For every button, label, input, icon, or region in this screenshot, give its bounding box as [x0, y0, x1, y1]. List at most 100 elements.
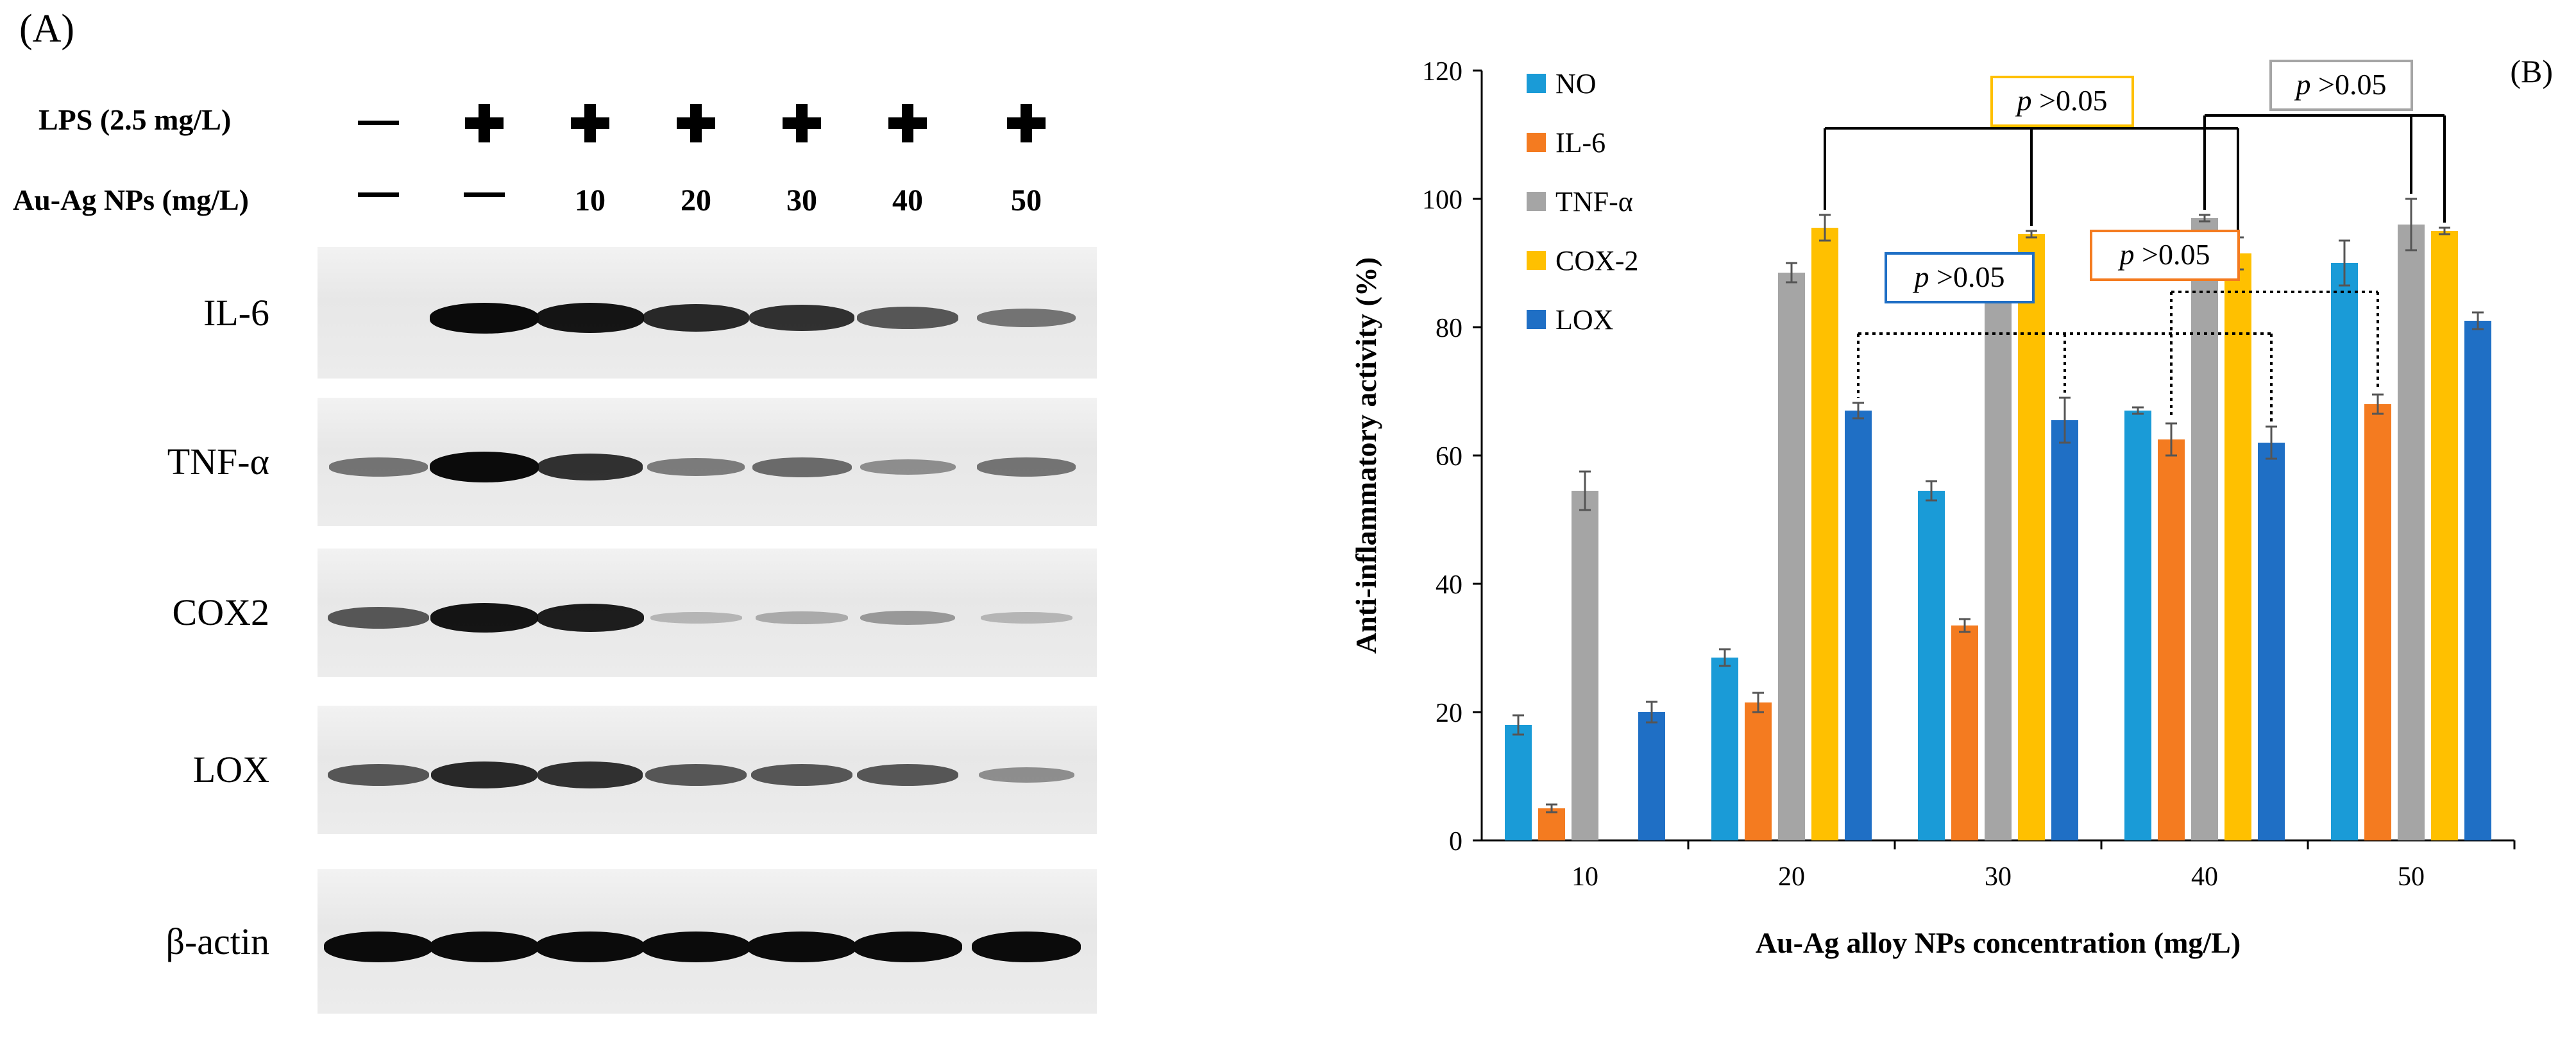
np-minus-sign	[464, 192, 505, 197]
bar-lox	[2464, 321, 2491, 840]
np-concentration-label: 30	[786, 183, 817, 217]
protein-band	[536, 603, 644, 633]
western-blot-panel: (A) LPS (2.5 mg/L) Au-Ag NPs (mg/L) 10 20…	[0, 0, 1123, 1035]
legend-swatch	[1527, 74, 1546, 93]
protein-band	[538, 761, 643, 788]
lps-plus-sign	[783, 104, 821, 142]
significance-label: p >0.05	[1913, 260, 2005, 293]
protein-band	[536, 931, 645, 962]
p-symbol: p	[2015, 84, 2032, 117]
protein-band	[430, 931, 539, 962]
significance-box	[1885, 252, 2035, 303]
protein-band	[645, 763, 747, 787]
np-concentration-label: 10	[575, 183, 606, 217]
bar-lox	[2051, 420, 2078, 840]
protein-band	[747, 931, 856, 962]
x-tick-label: 20	[1778, 862, 1805, 892]
bar-tnf-	[2398, 225, 2425, 840]
protein-band	[538, 454, 643, 481]
lps-plus-sign	[571, 104, 609, 142]
protein-band	[977, 308, 1076, 328]
legend-swatch	[1527, 251, 1546, 270]
protein-band	[328, 763, 429, 787]
bar-tnf-	[1985, 257, 2012, 840]
np-row-label: Au-Ag NPs (mg/L)	[13, 183, 249, 216]
bar-chart: 0 20 40 60 80 100 120 10 20 30 40 50 Au-Ag alloy NPs…	[1350, 53, 2553, 959]
p-threshold: >0.05	[2311, 68, 2387, 101]
x-tick-label: 10	[1572, 862, 1598, 892]
bar-cox-2	[2431, 231, 2458, 840]
bar-il-6	[2364, 404, 2391, 840]
p-threshold: >0.05	[1929, 260, 2005, 293]
x-tick-label: 30	[1985, 862, 2012, 892]
protein-band	[430, 302, 539, 334]
bar-no	[1505, 725, 1532, 840]
protein-band	[749, 304, 854, 332]
protein-band	[755, 611, 849, 624]
p-symbol: p	[2118, 238, 2135, 271]
bar-tnf-	[1778, 273, 1805, 840]
lps-row-label: LPS (2.5 mg/L)	[38, 103, 232, 136]
bar-lox	[1845, 411, 1872, 840]
protein-band	[980, 612, 1072, 624]
y-tick-label: 80	[1436, 314, 1462, 343]
lps-plus-sign	[677, 104, 715, 142]
np-concentration-label: 50	[1011, 183, 1042, 217]
legend-swatch	[1527, 192, 1546, 211]
y-tick-label: 120	[1422, 57, 1462, 87]
p-threshold: >0.05	[2032, 84, 2108, 117]
protein-band	[329, 457, 428, 477]
protein-band	[324, 931, 433, 962]
x-axis-title: Au-Ag alloy NPs concentration (mg/L)	[1756, 926, 2241, 959]
np-concentration-label: 40	[892, 183, 923, 217]
significance-label: p >0.05	[2015, 84, 2108, 117]
protein-band	[977, 457, 1076, 477]
p-symbol: p	[1913, 260, 1929, 293]
y-tick-label: 20	[1436, 699, 1462, 728]
bar-no	[2331, 263, 2358, 840]
y-axis-title: Anti-inflammatory activity (%)	[1350, 257, 1382, 654]
bar-lox	[1638, 712, 1665, 840]
legend-label: TNF-α	[1555, 186, 1633, 217]
significance-label: p >0.05	[2294, 68, 2387, 101]
np-minus-sign	[358, 192, 399, 197]
legend-label: NO	[1555, 68, 1597, 99]
legend-label: IL-6	[1555, 127, 1606, 158]
legend-swatch	[1527, 133, 1546, 152]
protein-band	[641, 931, 750, 962]
p-threshold: >0.05	[2135, 238, 2210, 271]
protein-band	[860, 459, 956, 475]
y-tick-label: 40	[1436, 570, 1462, 600]
protein-band	[430, 452, 539, 482]
bar-tnf-	[1572, 491, 1598, 840]
protein-band	[857, 307, 958, 329]
significance-box	[1990, 76, 2134, 127]
protein-band	[431, 761, 538, 789]
bar-no	[1918, 491, 1945, 840]
protein-band	[650, 612, 742, 624]
blot-label: IL-6	[203, 291, 269, 334]
bar-il-6	[2158, 439, 2185, 840]
protein-band	[328, 606, 429, 629]
protein-band	[857, 763, 958, 787]
lps-plus-sign	[1007, 104, 1046, 142]
y-tick-label: 100	[1422, 185, 1462, 215]
lps-plus-sign	[465, 104, 504, 142]
panel-b-letter: (B)	[2510, 53, 2553, 89]
legend-label: LOX	[1555, 304, 1613, 336]
bar-il-6	[1951, 625, 1978, 840]
blot-label: COX2	[172, 591, 269, 633]
bar-no	[1711, 658, 1738, 840]
protein-band	[643, 304, 749, 332]
y-tick-label: 60	[1436, 442, 1462, 472]
protein-band	[853, 931, 962, 962]
y-tick-label: 0	[1449, 827, 1462, 856]
x-tick-label: 40	[2191, 862, 2218, 892]
bar-chart-panel: 0 20 40 60 80 100 120 10 20 30 40 50 Au-Ag alloy NPs…	[1321, 0, 2576, 1035]
significance-box	[2269, 60, 2413, 111]
lps-plus-sign	[888, 104, 927, 142]
legend-label: COX-2	[1555, 245, 1639, 277]
x-tick-label: 50	[2398, 862, 2425, 892]
bar-lox	[2258, 443, 2285, 840]
bar-cox-2	[2018, 234, 2045, 840]
